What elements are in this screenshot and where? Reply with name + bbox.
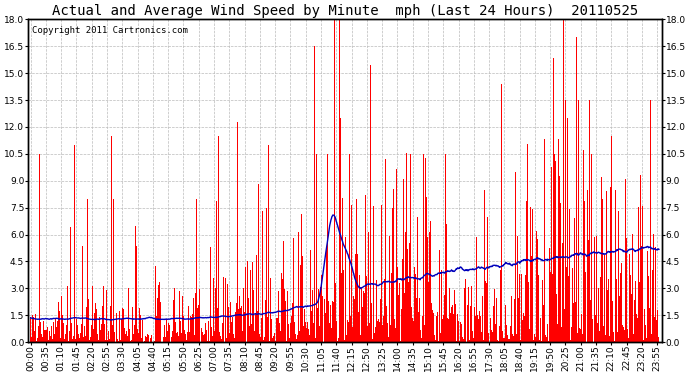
Text: Copyright 2011 Cartronics.com: Copyright 2011 Cartronics.com — [32, 26, 188, 35]
Title: Actual and Average Wind Speed by Minute  mph (Last 24 Hours)  20110525: Actual and Average Wind Speed by Minute … — [52, 4, 638, 18]
